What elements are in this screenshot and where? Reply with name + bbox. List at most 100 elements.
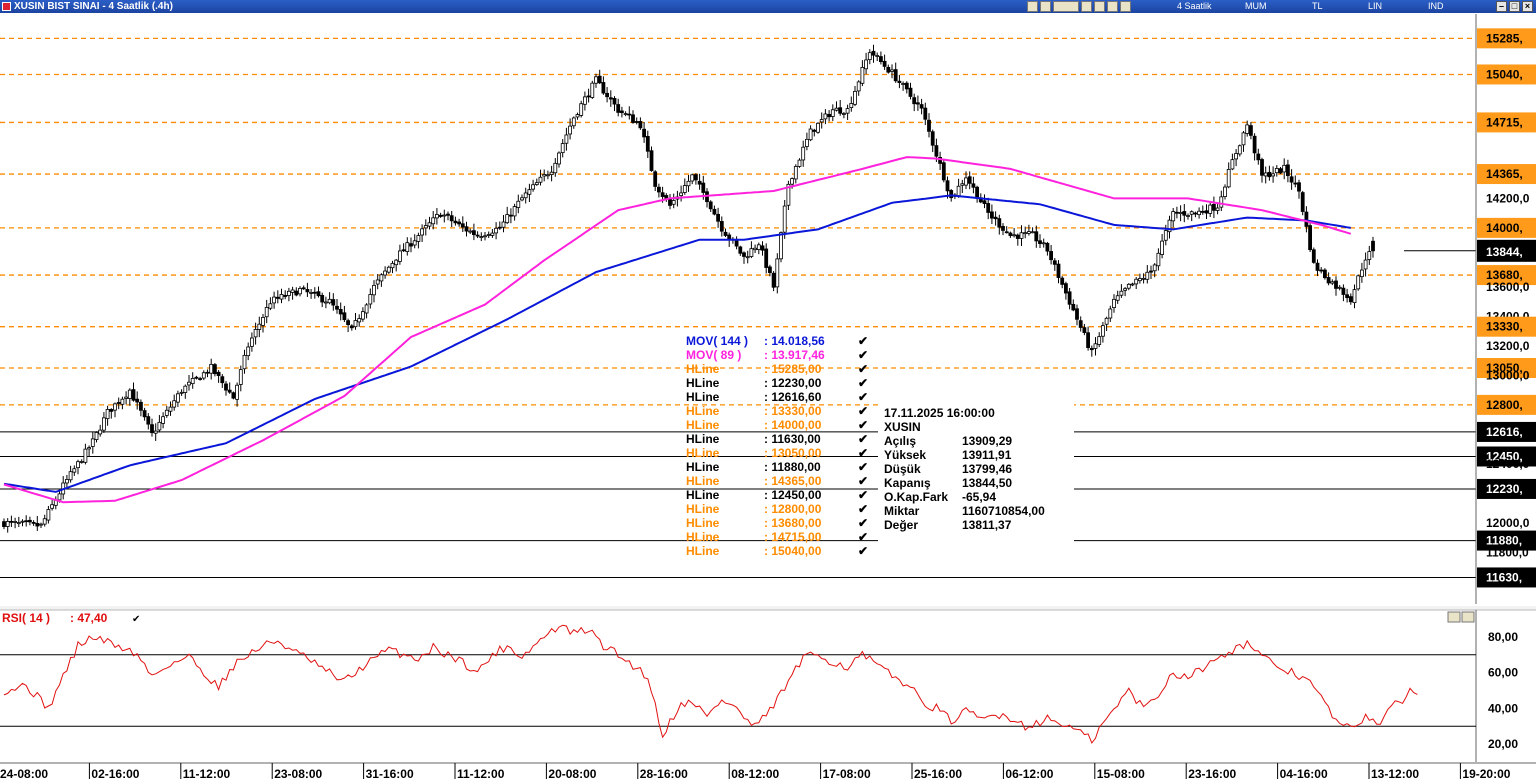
- candle: [653, 170, 658, 192]
- candle-up: [1112, 298, 1116, 308]
- toolbar-tool-icon[interactable]: [1094, 1, 1105, 12]
- price-label-bg: [1477, 112, 1536, 133]
- candle-up: [546, 174, 550, 177]
- candle: [571, 116, 576, 129]
- candle-up: [1130, 283, 1135, 286]
- toolbar-tool-icon[interactable]: [1040, 1, 1051, 12]
- candle: [1348, 293, 1353, 305]
- minimize-button[interactable]: –: [1496, 1, 1507, 12]
- candle: [1360, 262, 1364, 283]
- candle: [1049, 244, 1053, 265]
- visibility-check-icon: ✔: [132, 614, 140, 625]
- toolbar-tool-icon[interactable]: [1053, 1, 1079, 12]
- candle: [283, 290, 288, 300]
- candle-down: [1345, 294, 1349, 299]
- panel-restore-icon: [1447, 611, 1461, 623]
- close-button[interactable]: ×: [1522, 1, 1533, 12]
- toolbar-tool-icon[interactable]: [1081, 1, 1092, 12]
- candle-down: [1056, 263, 1061, 278]
- candle: [1204, 204, 1209, 219]
- candle: [919, 98, 924, 115]
- candle-down: [475, 234, 480, 237]
- candle-up: [745, 256, 750, 259]
- candle-up: [268, 303, 273, 309]
- currency-selector[interactable]: TL: [1312, 1, 1323, 11]
- time-tick-label: 11-12:00: [457, 767, 505, 781]
- candle-down: [216, 371, 221, 376]
- period-selector[interactable]: 4 Saatlik: [1177, 1, 1212, 11]
- price-axis-bg: [1476, 14, 1536, 604]
- candle: [16, 516, 21, 528]
- candle: [1015, 233, 1020, 246]
- candle-down: [1260, 159, 1264, 176]
- candle: [1008, 231, 1013, 238]
- toolbar-tool-icon[interactable]: [1027, 1, 1038, 12]
- candle-up: [168, 406, 173, 412]
- candle-down: [871, 50, 876, 56]
- candle-up: [390, 262, 395, 269]
- candle: [771, 271, 776, 292]
- candle: [1115, 290, 1120, 304]
- candle-down: [312, 291, 317, 294]
- candle-up: [1245, 124, 1250, 134]
- candle-down: [1008, 232, 1013, 236]
- visibility-check-icon: ✔: [858, 404, 868, 418]
- info-row-label: Miktar: [884, 504, 920, 518]
- candle: [187, 374, 191, 391]
- candle: [5, 518, 10, 533]
- candle-down: [1001, 226, 1005, 231]
- candle-down: [346, 320, 351, 325]
- indicator-selector[interactable]: IND: [1428, 1, 1444, 11]
- candle: [668, 194, 672, 210]
- candle: [305, 282, 310, 297]
- candle-down: [116, 402, 121, 404]
- candle-up: [779, 232, 783, 260]
- time-tick-label: 28-16:00: [640, 767, 688, 781]
- candle-up: [1126, 283, 1131, 289]
- candle-down: [1348, 296, 1353, 303]
- price-label-bg: [1477, 265, 1536, 286]
- candle: [916, 95, 920, 111]
- scale-selector[interactable]: LIN: [1368, 1, 1383, 11]
- candle-down: [886, 66, 891, 73]
- candle: [1289, 169, 1294, 190]
- candle: [1171, 208, 1176, 228]
- price-tick-label: 13680,: [1486, 268, 1523, 282]
- toolbar-tool-icon[interactable]: [1107, 1, 1118, 12]
- candle: [20, 519, 25, 527]
- candle-up: [309, 291, 314, 294]
- candle-down: [738, 246, 743, 254]
- price-tick-label: 12800,: [1486, 398, 1523, 412]
- candle-up: [575, 114, 580, 118]
- candle: [72, 465, 77, 476]
- candle-down: [771, 272, 776, 288]
- toolbar-tool-icon[interactable]: [1120, 1, 1131, 12]
- candle-up: [57, 493, 62, 501]
- candle: [379, 273, 384, 287]
- candle: [242, 349, 247, 374]
- candle-up: [564, 134, 569, 144]
- candle-up: [797, 159, 802, 167]
- candle: [272, 291, 277, 309]
- candle: [749, 241, 754, 259]
- candle: [320, 292, 325, 308]
- chart-type-selector[interactable]: MUM: [1245, 1, 1267, 11]
- candle: [94, 431, 99, 443]
- candle: [1341, 284, 1346, 302]
- candle: [1112, 294, 1116, 313]
- maximize-button[interactable]: □: [1509, 1, 1520, 12]
- candle: [453, 216, 458, 226]
- toolbar-icons[interactable]: [1027, 1, 1131, 12]
- candle-down: [1015, 234, 1020, 239]
- candle: [212, 363, 217, 377]
- candle-down: [916, 102, 920, 105]
- candle-down: [1049, 251, 1053, 261]
- candle-down: [401, 249, 406, 252]
- candle: [1230, 153, 1235, 171]
- candle-down: [1193, 212, 1198, 215]
- candle-up: [756, 244, 761, 250]
- candle-up: [1197, 210, 1201, 216]
- price-label-bg: [1477, 217, 1536, 238]
- candle-up: [1274, 168, 1279, 174]
